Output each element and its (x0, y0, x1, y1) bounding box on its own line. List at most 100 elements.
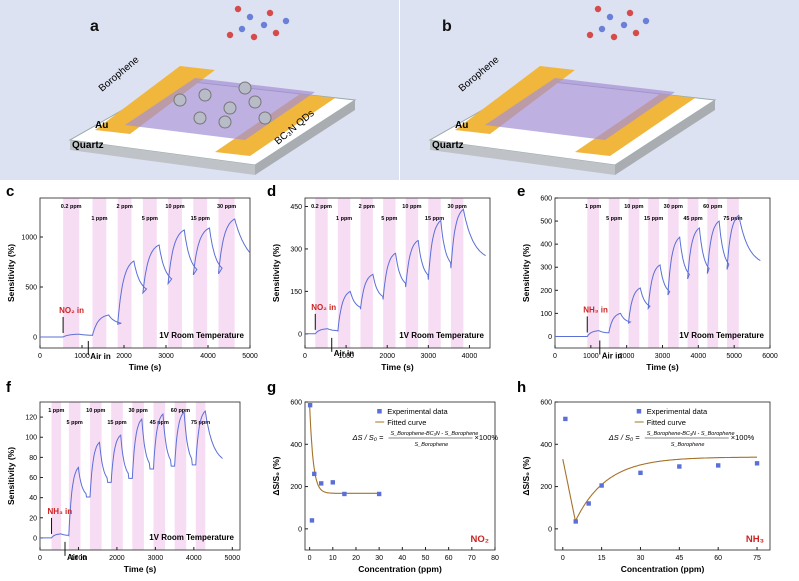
dose-label: 45 ppm (683, 216, 702, 222)
panel-letter-f: f (6, 379, 12, 396)
gas-molecules (226, 5, 290, 41)
formula-right: ×100% (475, 433, 499, 442)
qd-sphere (248, 95, 262, 109)
x-tick-label: 75 (753, 555, 761, 562)
exposure-band (383, 198, 396, 348)
gas-molecule-atom (626, 9, 634, 17)
exposure-band (153, 402, 166, 550)
borophene-label: Borophene (457, 54, 502, 94)
exposure-band (132, 402, 144, 550)
y-tick-label: 600 (540, 400, 552, 407)
dose-label: 10 ppm (86, 408, 105, 414)
dose-label: 15 ppm (425, 216, 444, 222)
exposure-band (667, 198, 679, 348)
exposure-band (168, 198, 182, 348)
panel-letter-d: d (267, 183, 276, 200)
x-tick-label: 80 (491, 555, 499, 562)
x-tick-label: 1000 (74, 353, 90, 360)
y-tick-label: 450 (290, 204, 302, 211)
exposure-band (360, 198, 373, 348)
x-tick-label: 0 (38, 555, 42, 562)
data-point (599, 483, 604, 488)
x-tick-label: 1000 (338, 353, 354, 360)
sensitivity-series (555, 214, 761, 337)
y-axis-label: Sensitivity (%) (6, 447, 16, 505)
gas-molecule-atom (282, 17, 290, 25)
gas-in-label: NO₂ in (311, 303, 336, 312)
exposure-band (218, 198, 235, 348)
x-tick-label: 4000 (691, 353, 707, 360)
dose-label: 5 ppm (67, 420, 83, 426)
quartz-label: Quartz (72, 140, 104, 151)
dose-label: 75 ppm (191, 420, 210, 426)
x-tick-label: 10 (329, 555, 337, 562)
au-label: Au (95, 120, 108, 131)
sensitivity-series (40, 410, 223, 539)
gas-molecule-atom (594, 5, 602, 13)
y-axis-label: Sensitivity (%) (521, 244, 531, 302)
exposure-band (687, 198, 699, 348)
au-electrode-right (215, 94, 335, 156)
chart-h: h 0 15 30 45 60 75 0 200 400 600 Concentration (ppm… (517, 379, 771, 574)
panel-letter-e: e (517, 183, 525, 200)
data-point (307, 402, 313, 408)
exposure-band (707, 198, 719, 348)
formula-numerator: S_Borophene-BC₃N - S_Borophene (647, 431, 735, 437)
qd-sphere (218, 115, 232, 129)
x-tick-label: 6000 (762, 353, 778, 360)
x-axis-label: Concentration (ppm) (358, 564, 442, 574)
sensitivity-series (40, 218, 251, 338)
au-electrode-left (95, 66, 215, 134)
schematic-panel-b: Borophene Au Quartz b (400, 0, 799, 180)
formula-left: ΔS / S₀ = (608, 433, 641, 442)
y-tick-label: 120 (25, 415, 37, 422)
y-tick-label: 300 (540, 265, 552, 272)
fitted-curve (562, 456, 757, 522)
x-tick-label: 20 (352, 555, 360, 562)
condition-label: 1V Room Temperature (679, 331, 764, 340)
y-tick-label: 20 (29, 515, 37, 522)
data-point (312, 471, 317, 477)
x-axis-label: Concentration (ppm) (621, 564, 705, 574)
legend-label-data: Experimental data (387, 407, 448, 416)
data-point (342, 491, 347, 497)
gas-molecule-atom (226, 31, 234, 39)
dose-label: 60 ppm (171, 408, 190, 414)
panel-letter-a: a (90, 18, 99, 35)
air-in-label: Air in (334, 349, 355, 358)
data-point (330, 480, 336, 485)
gas-molecule-atom (238, 25, 246, 33)
bc3n-qds (173, 81, 272, 129)
dose-label: 10 ppm (165, 204, 184, 210)
data-point (319, 481, 324, 486)
y-tick-label: 0 (548, 334, 552, 341)
x-tick-label: 0 (38, 353, 42, 360)
panel-letter-b: b (442, 18, 452, 35)
data-point (638, 470, 643, 476)
x-tick-label: 2000 (109, 555, 125, 562)
qd-sphere (198, 88, 212, 102)
exposure-band (111, 402, 123, 550)
gas-label: NH₃ (746, 534, 764, 545)
dose-label: 2 ppm (359, 204, 375, 210)
y-axis-label: Sensitivity (%) (271, 244, 281, 302)
plot-frame (39, 197, 251, 349)
exposure-band (142, 198, 157, 348)
legend-label-fit: Fitted curve (387, 418, 426, 427)
y-tick-label: 400 (540, 242, 552, 249)
y-tick-label: 100 (540, 311, 552, 318)
plot-frame (304, 401, 496, 551)
x-tick-label: 5000 (726, 353, 742, 360)
y-axis-label: ΔS/S₀ (%) (521, 456, 531, 495)
gas-molecule-atom (266, 9, 274, 17)
panel-letter-c: c (6, 183, 14, 200)
exposure-band (174, 402, 187, 550)
dose-label: 10 ppm (402, 204, 421, 210)
quartz-side (70, 140, 255, 175)
gas-molecules (586, 5, 650, 41)
exposure-band (587, 198, 600, 348)
data-point (573, 519, 578, 524)
data-point (715, 463, 721, 468)
